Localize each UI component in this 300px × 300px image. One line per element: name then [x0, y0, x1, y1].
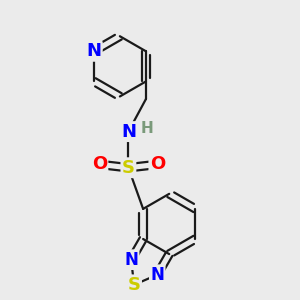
Text: S: S: [122, 159, 135, 177]
Text: N: N: [124, 251, 138, 269]
Text: S: S: [128, 276, 140, 294]
Text: N: N: [121, 123, 136, 141]
Text: O: O: [150, 155, 165, 173]
Text: O: O: [92, 155, 107, 173]
Text: N: N: [86, 42, 101, 60]
Text: H: H: [141, 121, 154, 136]
Text: N: N: [150, 266, 164, 284]
